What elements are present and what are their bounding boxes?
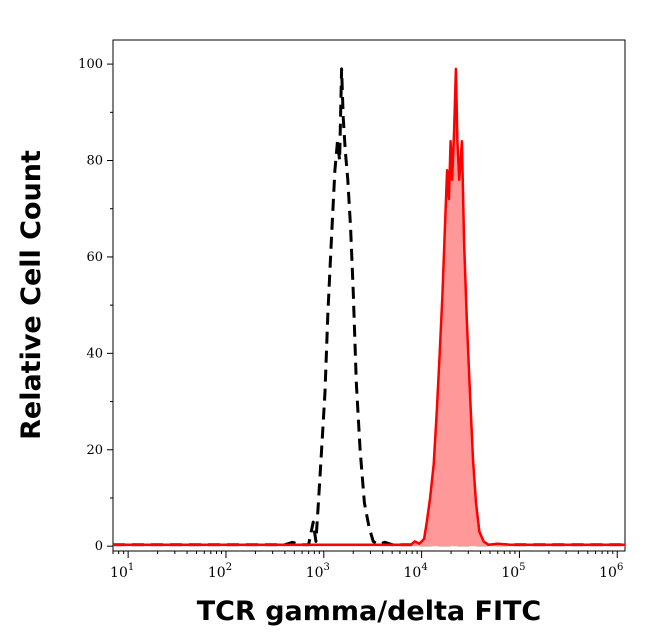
stained-histogram-line [113, 67, 625, 546]
x-tick-exponent: 3 [324, 562, 330, 573]
x-tick-base: 10 [599, 565, 617, 581]
x-tick-exponent: 4 [421, 562, 427, 573]
y-tick-label: 40 [86, 346, 103, 361]
x-tick-base: 10 [501, 565, 519, 581]
x-tick-exponent: 5 [519, 562, 525, 573]
x-tick-exponent: 6 [617, 562, 623, 573]
x-tick-exponent: 2 [226, 562, 232, 573]
x-tick-label: 102 [208, 562, 232, 581]
x-tick-exponent: 1 [128, 562, 134, 573]
control-histogram-line [113, 67, 625, 547]
x-tick-base: 10 [110, 565, 128, 581]
y-tick-label: 80 [86, 154, 103, 169]
x-tick-base: 10 [404, 565, 422, 581]
y-tick-label: 0 [95, 539, 103, 554]
x-tick-label: 104 [404, 562, 428, 581]
y-tick-label: 100 [78, 57, 103, 72]
x-tick-label: 103 [306, 562, 330, 581]
x-tick-base: 10 [208, 565, 226, 581]
x-tick-label: 106 [599, 562, 623, 581]
y-axis-label: Relative Cell Count [16, 150, 47, 440]
y-tick-label: 60 [86, 250, 103, 265]
y-tick-label: 20 [86, 443, 103, 458]
x-tick-base: 10 [306, 565, 324, 581]
stained-histogram-fill [113, 68, 625, 547]
y-axis-ticks: 0 20 40 60 80 100 [78, 57, 113, 554]
x-axis-ticks: 101 102 103 104 105 106 [110, 551, 623, 581]
x-tick-label: 101 [110, 562, 134, 581]
series-layer [113, 67, 625, 547]
x-tick-label: 105 [501, 562, 525, 581]
plot-frame [112, 39, 626, 552]
x-axis-label: TCR gamma/delta FITC [197, 596, 541, 627]
